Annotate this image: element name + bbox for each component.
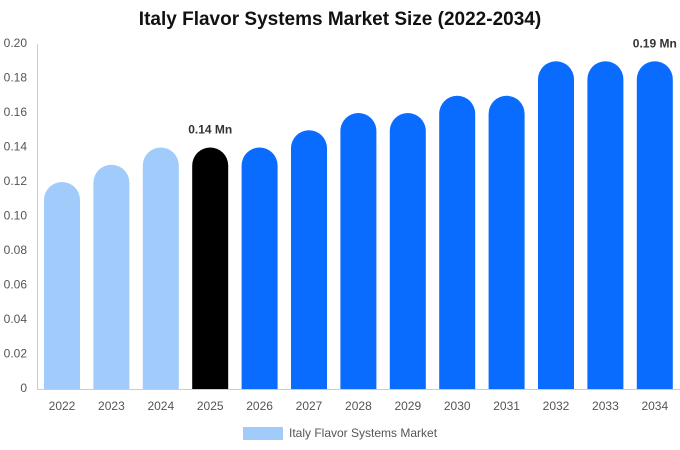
bar <box>389 113 426 389</box>
bar <box>340 113 377 389</box>
y-tick-label: 0.04 <box>4 312 28 326</box>
y-tick-label: 0.10 <box>4 209 28 223</box>
x-tick-label: 2026 <box>246 399 273 413</box>
x-tick-label: 2025 <box>197 399 224 413</box>
bar <box>636 61 673 389</box>
x-tick-label: 2034 <box>641 399 668 413</box>
bar <box>93 164 130 389</box>
bar <box>439 95 476 389</box>
bar <box>587 61 624 389</box>
x-tick-label: 2029 <box>394 399 421 413</box>
bar <box>488 95 525 390</box>
bar <box>538 61 574 389</box>
legend-swatch <box>243 427 283 440</box>
bar <box>44 182 80 389</box>
x-tick-label: 2031 <box>493 399 520 413</box>
y-tick-label: 0.18 <box>4 71 28 85</box>
chart-title: Italy Flavor Systems Market Size (2022-2… <box>139 9 541 30</box>
legend-label: Italy Flavor Systems Market <box>289 426 438 440</box>
y-tick-label: 0.14 <box>4 140 28 154</box>
bar <box>142 147 179 389</box>
x-tick-label: 2032 <box>543 399 570 413</box>
x-tick-label: 2030 <box>444 399 471 413</box>
y-tick-label: 0.20 <box>4 36 28 50</box>
x-tick-label: 2033 <box>592 399 619 413</box>
x-tick-label: 2028 <box>345 399 372 413</box>
y-tick-label: 0.06 <box>4 278 28 292</box>
bar <box>192 147 229 389</box>
x-tick-label: 2027 <box>296 399 323 413</box>
value-label: 0.14 Mn <box>188 123 232 137</box>
x-tick-label: 2024 <box>147 399 174 413</box>
bar <box>291 130 327 390</box>
y-tick-label: 0.08 <box>4 243 28 257</box>
value-label: 0.19 Mn <box>633 36 677 50</box>
y-tick-label: 0.16 <box>4 105 28 119</box>
y-tick-label: 0.12 <box>4 174 28 188</box>
bar <box>241 147 278 389</box>
x-tick-label: 2023 <box>98 399 125 413</box>
y-tick-label: 0 <box>20 381 27 395</box>
y-tick-label: 0.02 <box>4 347 28 361</box>
x-tick-label: 2022 <box>49 399 76 413</box>
